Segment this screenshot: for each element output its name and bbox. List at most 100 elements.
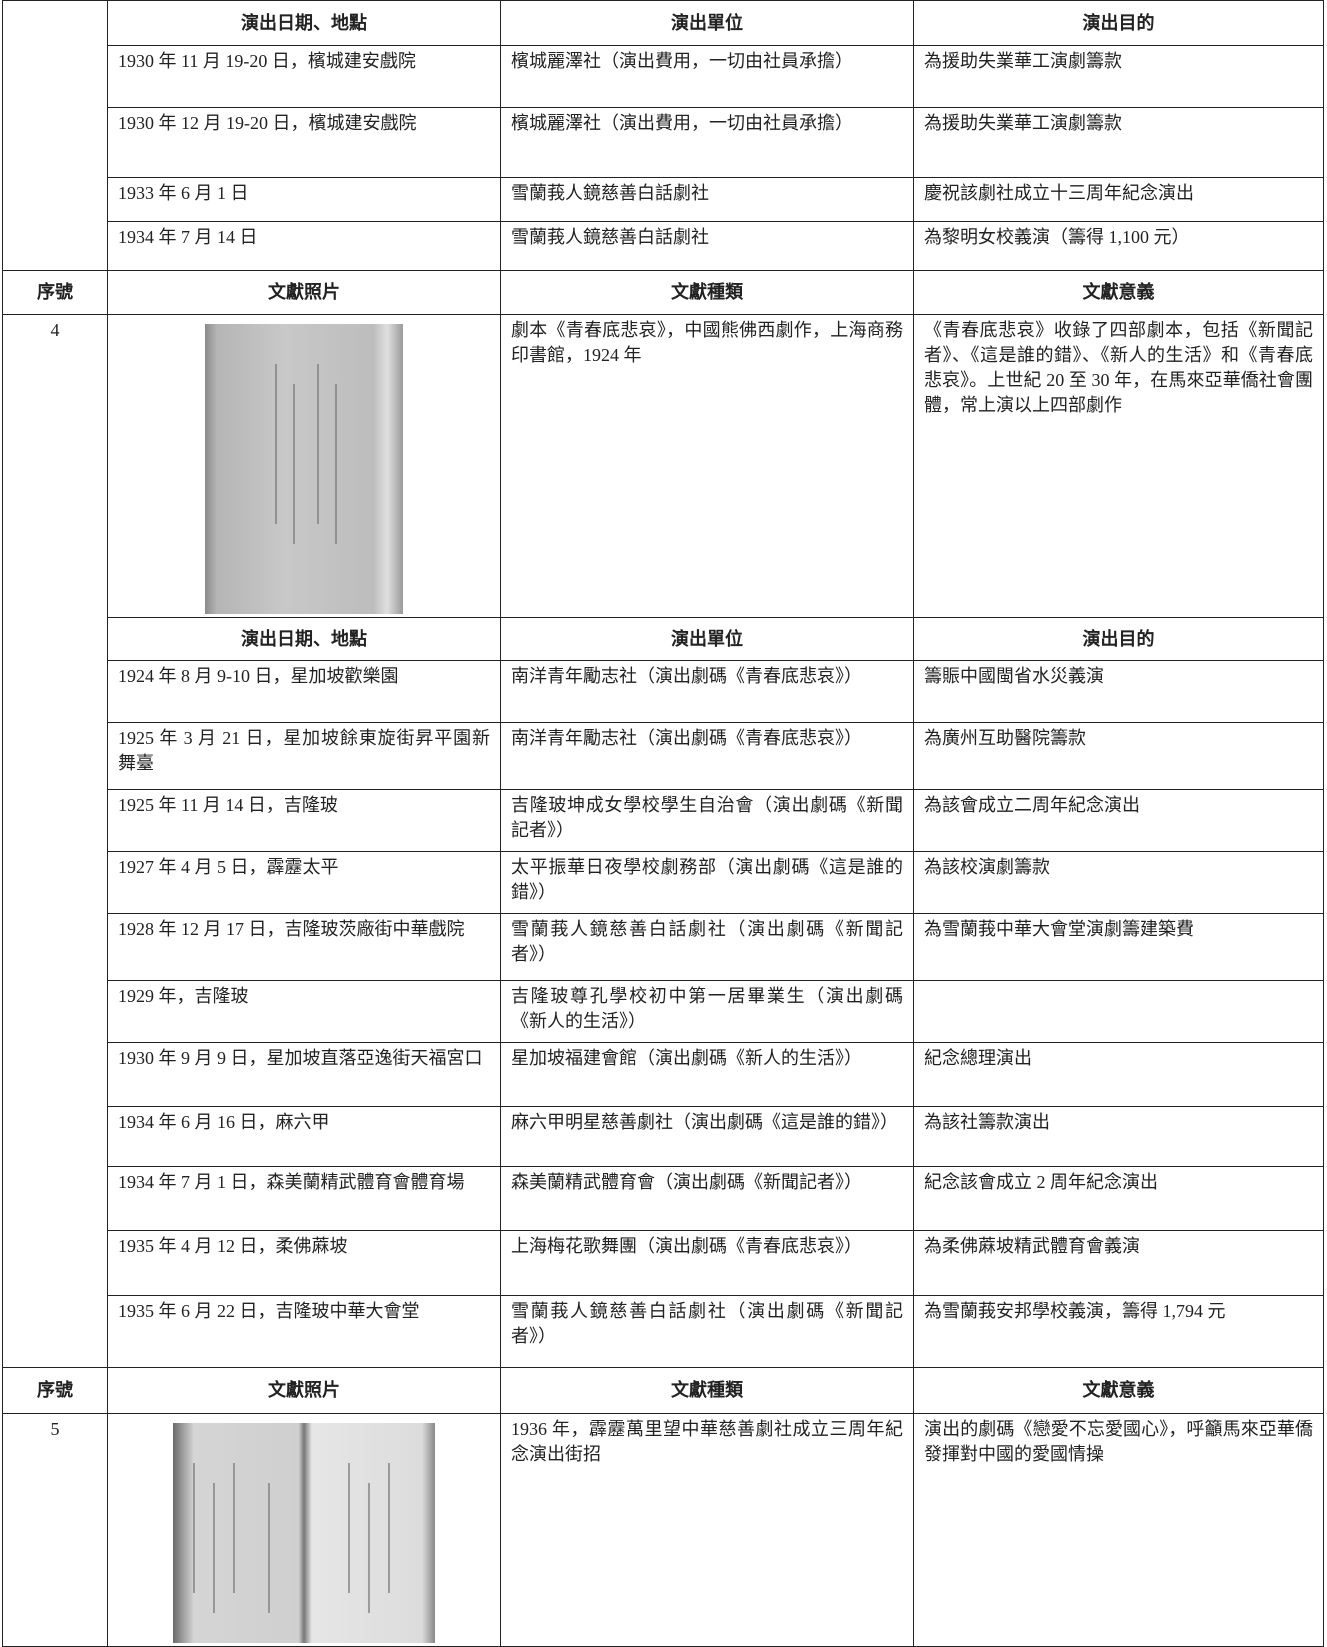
table-cell: 雪蘭莪人鏡慈善白話劇社（演出劇碼《新聞記者》） <box>500 913 914 981</box>
table-cell: 南洋青年勵志社（演出劇碼《青春底悲哀》） <box>500 660 914 723</box>
table-cell: 紀念總理演出 <box>913 1042 1324 1107</box>
table-cell: 雪蘭莪人鏡慈善白話劇社 <box>500 221 914 271</box>
photo-text-line <box>317 364 319 524</box>
table-row: 1924 年 8 月 9-10 日，星加坡歡樂園 南洋青年勵志社（演出劇碼《青春底… <box>3 660 1324 723</box>
column-header: 序號 <box>2 1367 108 1414</box>
table-cell: 南洋青年勵志社（演出劇碼《青春底悲哀》） <box>500 722 914 790</box>
table-cell: 1934 年 7 月 14 日 <box>107 221 501 271</box>
table-row: 1934 年 7 月 14 日雪蘭莪人鏡慈善白話劇社 為黎明女校義演（籌得 1,1… <box>3 221 1324 271</box>
column-header: 文獻照片 <box>107 1367 501 1414</box>
table-cell: 吉隆玻坤成女學校學生自治會（演出劇碼《新聞記者》） <box>500 789 914 852</box>
table-cell: 麻六甲明星慈善劇社（演出劇碼《這是誰的錯》） <box>500 1106 914 1167</box>
blank-cell <box>2 0 108 271</box>
table-cell: 為該社籌款演出 <box>913 1106 1324 1167</box>
table-cell: 1933 年 6 月 1 日 <box>107 177 501 222</box>
table-cell: 為柔佛蔴坡精武體育會義演 <box>913 1230 1324 1296</box>
table-cell: 慶祝該劇社成立十三周年紀念演出 <box>913 177 1324 222</box>
table-cell: 1935 年 4 月 12 日，柔佛蔴坡 <box>107 1230 501 1296</box>
table-cell: 為援助失業華工演劇籌款 <box>913 45 1324 108</box>
table-cell: 為雪蘭莪中華大會堂演劇籌建築費 <box>913 913 1324 981</box>
column-header: 演出單位 <box>500 0 914 46</box>
table-row: 1934 年 7 月 1 日，森美蘭精武體育會體育場 森美蘭精武體育會（演出劇碼《… <box>3 1166 1324 1231</box>
photo-text-line <box>268 1483 270 1613</box>
column-header: 演出目的 <box>913 617 1324 661</box>
table-cell: 1930 年 9 月 9 日，星加坡直落亞逸街天福宮口 <box>107 1042 501 1107</box>
table-row: 1929 年，吉隆玻 吉隆玻尊孔學校初中第一居畢業生（演出劇碼《新人的生活》） <box>3 980 1324 1043</box>
document-meaning: 《青春底悲哀》收錄了四部劇本，包括《新聞記者》、《這是誰的錯》、《新人的生活》和… <box>913 314 1324 618</box>
column-header: 演出單位 <box>500 617 914 661</box>
table-row: 1925 年 11 月 14 日，吉隆玻 吉隆玻坤成女學校學生自治會（演出劇碼《新… <box>3 789 1324 852</box>
table-cell: 上海梅花歌舞團（演出劇碼《青春底悲哀》） <box>500 1230 914 1296</box>
table-row: 1930 年 9 月 9 日，星加坡直落亞逸街天福宮口 星加坡福建會館（演出劇碼《… <box>3 1042 1324 1107</box>
photo-text-line <box>213 1483 215 1613</box>
table-row: 1930 年 11 月 19-20 日，檳城建安戲院 檳城麗澤社（演出費用，一切由… <box>3 45 1324 108</box>
table-row: 1935 年 4 月 12 日，柔佛蔴坡 上海梅花歌舞團（演出劇碼《青春底悲哀》）… <box>3 1230 1324 1296</box>
table-cell: 紀念該會成立 2 周年紀念演出 <box>913 1166 1324 1231</box>
table-cell <box>913 980 1324 1043</box>
table-cell: 為廣州互助醫院籌款 <box>913 722 1324 790</box>
photo-text-line <box>275 364 277 524</box>
table-cell: 1935 年 6 月 22 日，吉隆玻中華大會堂 <box>107 1295 501 1368</box>
table-row: 1934 年 6 月 16 日，麻六甲 麻六甲明星慈善劇社（演出劇碼《這是誰的錯》… <box>3 1106 1324 1167</box>
column-header: 文獻種類 <box>500 1367 914 1414</box>
column-header: 演出日期、地點 <box>107 0 501 46</box>
table-cell: 吉隆玻尊孔學校初中第一居畢業生（演出劇碼《新人的生活》） <box>500 980 914 1043</box>
document-photo <box>205 324 403 614</box>
table-cell: 為援助失業華工演劇籌款 <box>913 107 1324 178</box>
table-row: 1930 年 12 月 19-20 日，檳城建安戲院 檳城麗澤社（演出費用，一切由… <box>3 107 1324 178</box>
photo-text-line <box>293 384 295 544</box>
table-cell: 檳城麗澤社（演出費用，一切由社員承擔） <box>500 107 914 178</box>
table-row: 1927 年 4 月 5 日，霹靂太平 太平振華日夜學校劇務部（演出劇碼《這是誰的… <box>3 851 1324 914</box>
serial-number: 4 <box>2 314 108 1368</box>
table-row: 1928 年 12 月 17 日，吉隆玻茨廠街中華戲院 雪蘭莪人鏡慈善白話劇社（演… <box>3 913 1324 981</box>
table-cell: 1934 年 7 月 1 日，森美蘭精武體育會體育場 <box>107 1166 501 1231</box>
photo-text-line <box>335 384 337 544</box>
table-cell: 為雪蘭莪安邦學校義演，籌得 1,794 元 <box>913 1295 1324 1368</box>
photo-text-line <box>368 1483 370 1613</box>
column-header: 文獻意義 <box>913 270 1324 315</box>
table-cell: 1928 年 12 月 17 日，吉隆玻茨廠街中華戲院 <box>107 913 501 981</box>
table-row: 4 劇本《青春底悲哀》，中國熊佛西劇作，上海商務印書館，1924 年《青春底悲哀》… <box>2 314 1324 1368</box>
table-cell: 為該會成立二周年紀念演出 <box>913 789 1324 852</box>
document-kind: 1936 年，霹靂萬里望中華慈善劇社成立三周年紀念演出街招 <box>500 1413 914 1647</box>
table-row: 1925 年 3 月 21 日，星加坡餘東旋街昇平園新舞臺 南洋青年勵志社（演出劇… <box>3 722 1324 790</box>
table-row: 5 1936 年，霹靂萬里望中華慈善劇社成立三周年紀念演出街招 演出的劇碼《戀愛不忘… <box>2 1413 1324 1647</box>
serial-number: 5 <box>2 1413 108 1647</box>
table-row: 1935 年 6 月 22 日，吉隆玻中華大會堂 雪蘭莪人鏡慈善白話劇社（演出劇碼… <box>3 1295 1324 1368</box>
photo-text-line <box>193 1463 195 1593</box>
column-header: 序號 <box>2 270 108 315</box>
table-row: 序號 文獻照片 文獻種類 文獻意義 <box>2 270 1324 315</box>
table-cell: 太平振華日夜學校劇務部（演出劇碼《這是誰的錯》） <box>500 851 914 914</box>
table-cell: 1925 年 11 月 14 日，吉隆玻 <box>107 789 501 852</box>
table-row: 1933 年 6 月 1 日雪蘭莪人鏡慈善白話劇社 慶祝該劇社成立十三周年紀念演出 <box>3 177 1324 222</box>
table-cell: 為黎明女校義演（籌得 1,100 元） <box>913 221 1324 271</box>
photo-cell <box>107 1413 501 1647</box>
table-cell: 1925 年 3 月 21 日，星加坡餘東旋街昇平園新舞臺 <box>107 722 501 790</box>
table-cell: 檳城麗澤社（演出費用，一切由社員承擔） <box>500 45 914 108</box>
column-header: 文獻意義 <box>913 1367 1324 1414</box>
table-cell: 雪蘭莪人鏡慈善白話劇社 <box>500 177 914 222</box>
column-header: 演出目的 <box>913 0 1324 46</box>
photo-cell <box>107 314 501 618</box>
column-header: 演出日期、地點 <box>107 617 501 661</box>
table-row: 序號 文獻照片 文獻種類 文獻意義 <box>2 1367 1324 1414</box>
photo-text-line <box>233 1463 235 1593</box>
table-cell: 1930 年 12 月 19-20 日，檳城建安戲院 <box>107 107 501 178</box>
table-cell: 1929 年，吉隆玻 <box>107 980 501 1043</box>
table-cell: 1934 年 6 月 16 日，麻六甲 <box>107 1106 501 1167</box>
table-cell: 為該校演劇籌款 <box>913 851 1324 914</box>
photo-text-line <box>348 1463 350 1593</box>
table-cell: 1930 年 11 月 19-20 日，檳城建安戲院 <box>107 45 501 108</box>
photo-text-line <box>388 1463 390 1593</box>
table-cell: 雪蘭莪人鏡慈善白話劇社（演出劇碼《新聞記者》） <box>500 1295 914 1368</box>
table-cell: 1924 年 8 月 9-10 日，星加坡歡樂園 <box>107 660 501 723</box>
document-meaning: 演出的劇碼《戀愛不忘愛國心》，呼籲馬來亞華僑發揮對中國的愛國情操 <box>913 1413 1324 1647</box>
table-cell: 籌賑中國閩省水災義演 <box>913 660 1324 723</box>
document-photo <box>173 1423 435 1643</box>
column-header: 文獻種類 <box>500 270 914 315</box>
table-cell: 1927 年 4 月 5 日，霹靂太平 <box>107 851 501 914</box>
column-header: 文獻照片 <box>107 270 501 315</box>
document-kind: 劇本《青春底悲哀》，中國熊佛西劇作，上海商務印書館，1924 年 <box>500 314 914 618</box>
